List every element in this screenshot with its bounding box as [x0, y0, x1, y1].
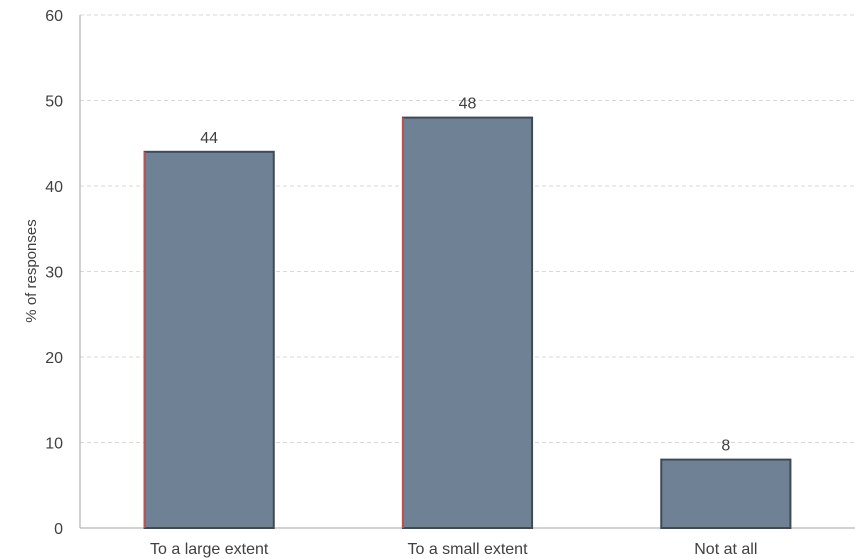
y-tick-label: 0 [54, 521, 63, 538]
y-tick-label: 10 [45, 436, 63, 453]
bar [660, 458, 792, 530]
x-tick-label: To a small extent [407, 541, 528, 558]
bars [143, 116, 792, 530]
bar [401, 116, 534, 529]
y-tick-label: 20 [45, 350, 63, 367]
y-tick-label: 60 [45, 8, 63, 25]
x-tick-label: Not at all [694, 541, 757, 558]
data-label: 48 [459, 96, 477, 113]
y-tick-label: 50 [45, 94, 63, 111]
y-axis-title: % of responses [23, 219, 40, 322]
x-tick-label: To a large extent [150, 541, 269, 558]
y-tick-label: 30 [45, 265, 63, 282]
labels: 0 10 20 30 40 50 60 44 To a large extent 48 To a s… [45, 8, 757, 558]
data-label: 8 [721, 438, 730, 455]
y-tick-label: 40 [45, 179, 63, 196]
bar [143, 150, 275, 530]
data-label: 44 [200, 130, 218, 147]
